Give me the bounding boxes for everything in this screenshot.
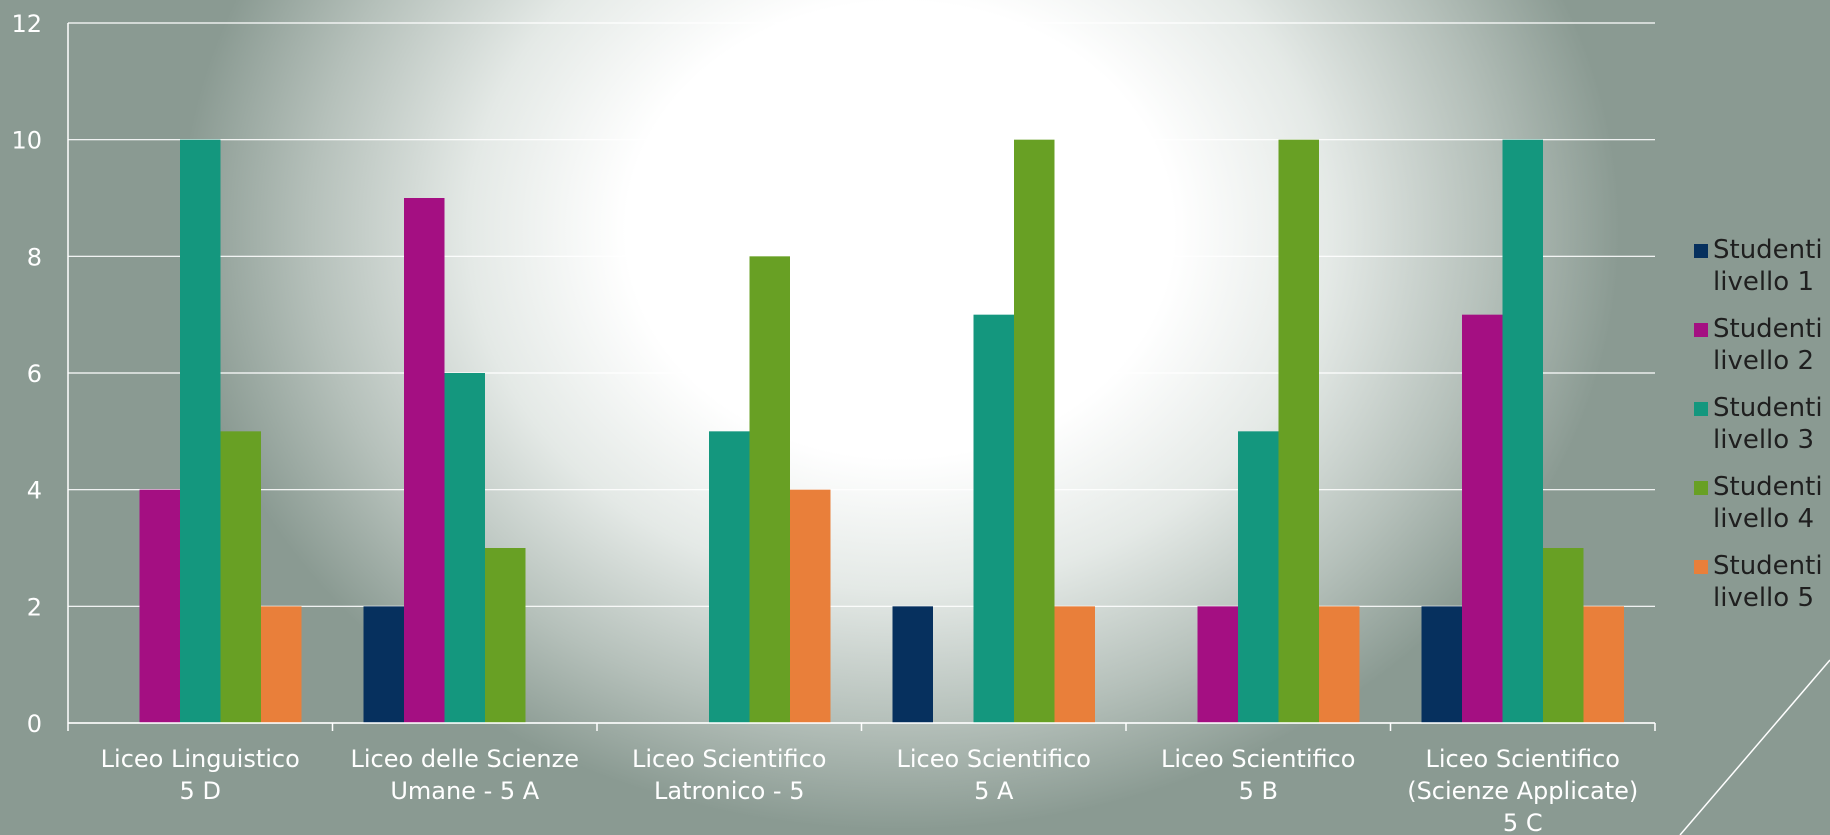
legend-label: Studenti livello 4 (1713, 472, 1823, 534)
x-category-label: Liceo Scientifico 5 A (897, 745, 1091, 805)
bar (444, 373, 485, 723)
bar (220, 431, 261, 723)
legend-swatch (1694, 481, 1708, 495)
bar (1421, 606, 1462, 723)
bar (973, 314, 1014, 723)
bar (404, 198, 445, 723)
bar (1238, 431, 1279, 723)
bar (1014, 139, 1055, 723)
y-tick-label: 2 (27, 593, 42, 621)
legend: Studenti livello 1 Studenti livello 2 Studen… (1694, 234, 1823, 629)
bar (261, 606, 302, 723)
legend-item: Studenti livello 4 (1694, 471, 1823, 550)
legend-swatch (1694, 402, 1708, 416)
y-tick-label: 12 (11, 10, 42, 38)
legend-swatch (1694, 560, 1708, 574)
bar (709, 431, 750, 723)
x-category-label: Liceo delle Scienze Umane - 5 A (351, 745, 579, 805)
bar (1502, 139, 1543, 723)
y-tick-label: 10 (11, 127, 42, 155)
x-category-label: Liceo Scientifico (Scienze Applicate) 5 C (1407, 745, 1638, 835)
x-axis: Liceo Linguistico 5 D Liceo delle Scienze U… (67, 722, 1656, 835)
bar (1583, 606, 1624, 723)
legend-label: Studenti livello 2 (1713, 314, 1823, 376)
legend-label: Studenti livello 5 (1713, 551, 1823, 613)
legend-label: Studenti livello 1 (1713, 235, 1823, 297)
bar (180, 139, 221, 723)
bar (1543, 548, 1584, 723)
legend-item: Studenti livello 1 (1694, 234, 1823, 313)
gridlines (68, 22, 1655, 724)
y-tick-label: 4 (27, 477, 42, 505)
bar (1462, 314, 1503, 723)
x-category-label: Liceo Scientifico 5 B (1161, 745, 1355, 805)
bar (363, 606, 404, 723)
legend-swatch (1694, 244, 1708, 258)
bar (1054, 606, 1095, 723)
bar (485, 548, 526, 723)
bar (1197, 606, 1238, 723)
y-tick-label: 0 (27, 710, 42, 738)
bar (1278, 139, 1319, 723)
bar (892, 606, 933, 723)
legend-swatch (1694, 323, 1708, 337)
legend-label: Studenti livello 3 (1713, 393, 1823, 455)
bar (1319, 606, 1360, 723)
legend-item: Studenti livello 5 (1694, 550, 1823, 629)
x-category-label: Liceo Scientifico Latronico - 5 (632, 745, 826, 805)
legend-item: Studenti livello 3 (1694, 392, 1823, 471)
y-axis: 0 2 4 6 8 10 12 (11, 10, 69, 738)
bar (790, 489, 831, 723)
y-tick-label: 6 (27, 360, 42, 388)
legend-item: Studenti livello 2 (1694, 313, 1823, 392)
bar (139, 489, 180, 723)
y-tick-label: 8 (27, 243, 42, 271)
bars (139, 139, 1624, 723)
bar (749, 256, 790, 723)
x-category-label: Liceo Linguistico 5 D (101, 745, 300, 805)
